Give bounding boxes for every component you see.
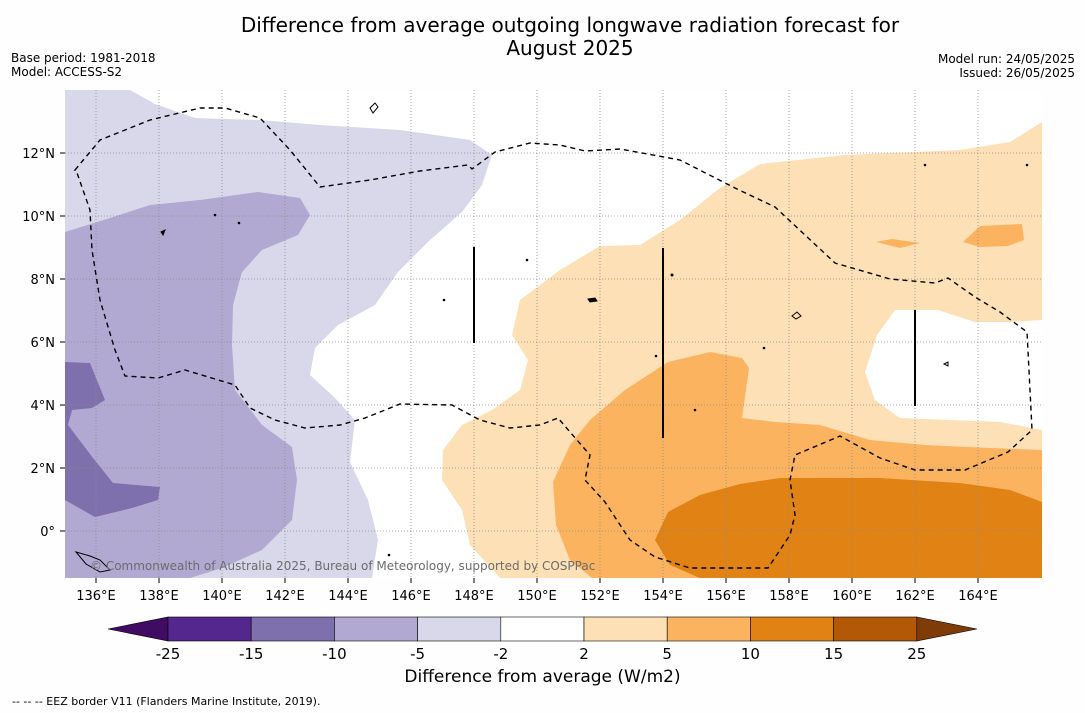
- y-axis-labels: 12°N 10°N 8°N 6°N 4°N 2°N 0°: [22, 147, 65, 540]
- gridlines: [65, 90, 1042, 578]
- colorbar-segment: [666, 616, 751, 642]
- model-run: Model run: 24/05/2025: [937, 52, 1075, 66]
- base-period: Base period: 1981-2018: [11, 51, 156, 65]
- x-tick-label: 158°E: [769, 589, 809, 604]
- colorbar-segment: [833, 616, 918, 642]
- meta-right: Model run: 24/05/2025 Issued: 26/05/2025: [938, 52, 1075, 80]
- region-dark-purple: [65, 362, 160, 517]
- islands: [74, 102, 1029, 573]
- colorbar-segment: [334, 616, 418, 642]
- x-tick-label: 148°E: [454, 589, 494, 604]
- x-axis-labels: 136°E 138°E 140°E 142°E 144°E 146°E 148°E 150°E…: [76, 578, 998, 604]
- footnote: -- -- -- EEZ border V11 (Flanders Marine…: [12, 695, 321, 708]
- title-line-2: August 2025: [506, 36, 634, 60]
- x-tick-label: 140°E: [202, 589, 242, 604]
- colorbar-tick-label: 10: [741, 645, 760, 663]
- x-tick-label: 142°E: [265, 589, 305, 604]
- x-tick-label: 160°E: [832, 589, 872, 604]
- x-tick-label: 136°E: [76, 589, 116, 604]
- colorbar-segment: [750, 616, 834, 642]
- y-tick-label: 12°N: [22, 147, 55, 162]
- y-tick-label: 2°N: [31, 462, 56, 477]
- x-tick-label: 150°E: [517, 589, 557, 604]
- x-tick-label: 144°E: [328, 589, 368, 604]
- reference-lines: [473, 247, 916, 438]
- x-tick-label: 152°E: [580, 589, 620, 604]
- region-dark-orange: [655, 478, 1042, 578]
- colorbar-segment: [167, 616, 252, 642]
- x-tick-label: 162°E: [895, 589, 935, 604]
- anomaly-field: [65, 90, 1042, 578]
- colorbar-segment: [583, 616, 668, 642]
- region-medium-orange-patch-2: [876, 239, 920, 248]
- x-tick-label: 156°E: [706, 589, 746, 604]
- eez-border: [73, 107, 1033, 569]
- colorbar-segment: [250, 616, 335, 642]
- model-name: Model: ACCESS-S2: [11, 65, 123, 79]
- colorbar-min-extend: [107, 616, 169, 642]
- region-medium-purple: [65, 192, 310, 578]
- y-tick-label: 0°: [40, 525, 55, 540]
- colorbar-segment: [500, 616, 585, 642]
- y-tick-label: 6°N: [31, 336, 56, 351]
- region-medium-orange-patch-1: [963, 224, 1024, 247]
- x-tick-label: 146°E: [391, 589, 431, 604]
- colorbar-tick-label: 25: [907, 645, 926, 663]
- x-tick-label: 154°E: [643, 589, 683, 604]
- x-tick-label: 164°E: [958, 589, 998, 604]
- map-title: Difference from average outgoing longwav…: [160, 14, 980, 60]
- meta-left: Base period: 1981-2018 Model: ACCESS-S2: [11, 51, 156, 79]
- colorbar-max-extend: [916, 616, 978, 642]
- colorbar-segment: [417, 616, 502, 642]
- colorbar-tick-label: -5: [410, 645, 425, 663]
- colorbar-tick-label: 5: [662, 645, 672, 663]
- colorbar-tick-label: 2: [579, 645, 589, 663]
- colorbar-tick-label: -25: [156, 645, 181, 663]
- colorbar-tick-label: -10: [322, 645, 347, 663]
- issued-date: Issued: 26/05/2025: [959, 66, 1075, 80]
- y-tick-label: 8°N: [31, 273, 56, 288]
- x-tick-label: 138°E: [139, 589, 179, 604]
- y-tick-label: 10°N: [22, 210, 55, 225]
- colorbar-label: Difference from average (W/m2): [404, 667, 681, 687]
- colorbar-tick-label: -2: [493, 645, 508, 663]
- colorbar-tick-label: 15: [824, 645, 843, 663]
- title-line-1: Difference from average outgoing longwav…: [240, 13, 900, 37]
- copyright-text: © Commonwealth of Australia 2025, Bureau…: [90, 559, 595, 573]
- colorbar: -25 -15 -10 -5 -2 2 5 10 15 25: [107, 616, 978, 663]
- colorbar-tick-label: -15: [239, 645, 264, 663]
- y-tick-label: 4°N: [31, 399, 56, 414]
